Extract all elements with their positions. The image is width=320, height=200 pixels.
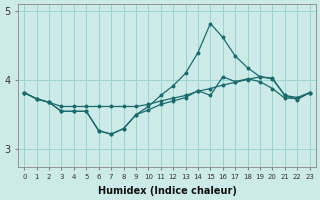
X-axis label: Humidex (Indice chaleur): Humidex (Indice chaleur) xyxy=(98,186,236,196)
